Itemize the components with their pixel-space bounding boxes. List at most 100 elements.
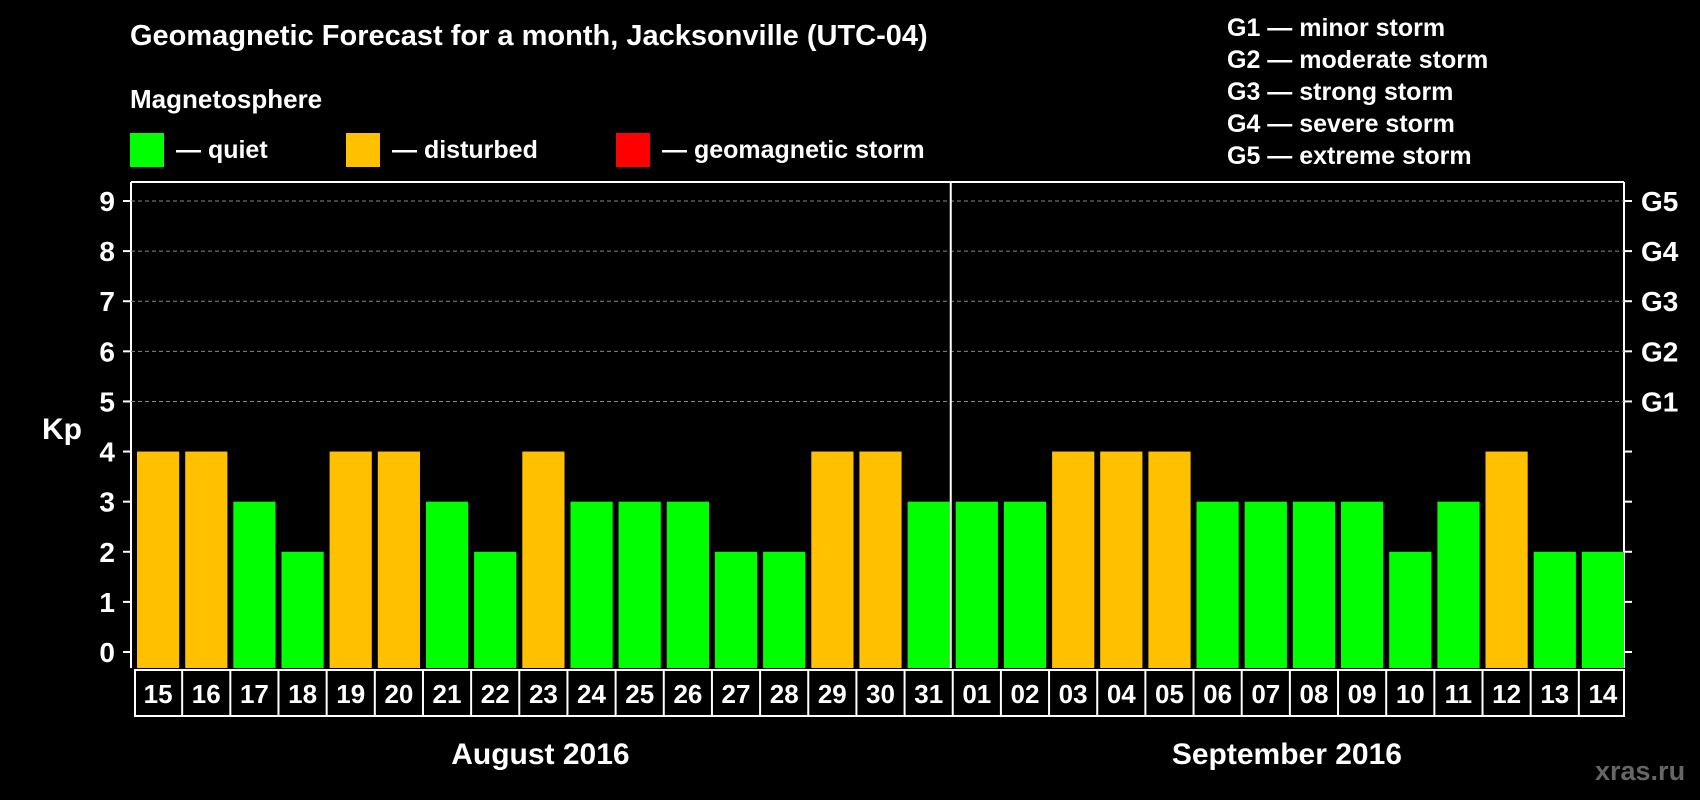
- date-label-26: 26: [673, 679, 702, 709]
- date-label-15: 15: [144, 679, 173, 709]
- kp-bar-02: [1003, 501, 1047, 668]
- y-tick-label: 8: [99, 236, 115, 267]
- legend-disturbed-label: — disturbed: [392, 135, 538, 164]
- date-label-16: 16: [192, 679, 221, 709]
- kp-bar-09: [1341, 501, 1384, 668]
- legend-quiet-label: — quiet: [176, 135, 268, 164]
- storm-scale-g3: G3 — strong storm: [1227, 78, 1454, 106]
- g-label-g1: G1: [1641, 386, 1678, 417]
- kp-bar-08: [1292, 501, 1336, 668]
- date-label-18: 18: [288, 679, 317, 709]
- date-label-12: 12: [1492, 679, 1521, 709]
- date-label-01: 01: [962, 679, 991, 709]
- date-label-07: 07: [1251, 679, 1280, 709]
- y-tick-label: 7: [99, 286, 115, 317]
- date-label-13: 13: [1540, 679, 1569, 709]
- storm-scale-legend: G1 — minor storm G2 — moderate storm G3 …: [1227, 12, 1488, 172]
- storm-scale-g4: G4 — severe storm: [1227, 110, 1455, 138]
- y-tick-label: 2: [99, 537, 115, 568]
- chart-title: Geomagnetic Forecast for a month, Jackso…: [130, 20, 928, 52]
- y-tick-label: 9: [99, 186, 115, 217]
- kp-bar-05: [1148, 451, 1191, 668]
- legend-storm-label: — geomagnetic storm: [662, 135, 925, 164]
- kp-bar-17: [233, 501, 276, 668]
- date-label-24: 24: [577, 679, 606, 709]
- date-label-14: 14: [1588, 679, 1617, 709]
- date-label-08: 08: [1300, 679, 1329, 709]
- kp-bar-12: [1485, 451, 1528, 668]
- kp-bar-31: [907, 501, 950, 668]
- kp-bar-29: [811, 451, 854, 668]
- kp-bar-03: [1052, 451, 1095, 668]
- kp-bar-11: [1437, 501, 1480, 668]
- kp-bar-24: [570, 501, 613, 668]
- g-label-g3: G3: [1641, 286, 1678, 317]
- date-label-17: 17: [240, 679, 269, 709]
- date-label-23: 23: [529, 679, 558, 709]
- kp-bar-23: [522, 451, 565, 668]
- date-label-27: 27: [722, 679, 751, 709]
- y-tick-label: 1: [99, 587, 115, 618]
- g-label-g5: G5: [1641, 186, 1678, 217]
- kp-bar-20: [377, 451, 420, 668]
- kp-bar-30: [859, 451, 902, 668]
- watermark: xras.ru: [1595, 756, 1686, 786]
- y-tick-label: 4: [99, 437, 115, 468]
- storm-scale-g1: G1 — minor storm: [1227, 14, 1446, 42]
- date-label-21: 21: [433, 679, 462, 709]
- g-label-g2: G2: [1641, 336, 1678, 367]
- date-label-22: 22: [481, 679, 510, 709]
- storm-scale-g2: G2 — moderate storm: [1227, 46, 1489, 74]
- date-label-04: 04: [1107, 679, 1136, 709]
- date-label-09: 09: [1348, 679, 1377, 709]
- kp-bar-15: [137, 451, 180, 668]
- kp-bar-14: [1581, 551, 1624, 668]
- y-axis-label: Kp: [42, 413, 82, 446]
- kp-bar-10: [1389, 551, 1432, 668]
- date-label-03: 03: [1059, 679, 1088, 709]
- kp-bar-19: [329, 451, 372, 668]
- kp-bar-27: [714, 551, 758, 668]
- kp-bar-21: [426, 501, 469, 668]
- legend-disturbed-swatch: [346, 133, 380, 167]
- magnetosphere-label: Magnetosphere: [130, 84, 323, 114]
- kp-bar-18: [281, 551, 324, 668]
- kp-bar-28: [763, 551, 806, 668]
- date-label-02: 02: [1011, 679, 1040, 709]
- y-tick-label: 5: [99, 386, 115, 417]
- legend-disturbed: — disturbed: [346, 133, 538, 167]
- legend-storm-swatch: [616, 133, 650, 167]
- kp-bar-04: [1100, 451, 1143, 668]
- date-label-30: 30: [866, 679, 895, 709]
- date-label-28: 28: [770, 679, 799, 709]
- kp-bar-07: [1244, 501, 1287, 668]
- date-label-05: 05: [1155, 679, 1184, 709]
- kp-bar-16: [185, 451, 228, 668]
- kp-bar-06: [1196, 501, 1239, 668]
- kp-bar-22: [474, 551, 517, 668]
- date-label-25: 25: [625, 679, 654, 709]
- date-label-10: 10: [1396, 679, 1425, 709]
- y-tick-label: 0: [99, 637, 115, 668]
- date-label-31: 31: [914, 679, 943, 709]
- y-tick-label: 3: [99, 487, 115, 518]
- date-axis-box: [134, 669, 1625, 717]
- kp-bar-01: [955, 501, 998, 668]
- date-label-19: 19: [336, 679, 365, 709]
- legend-quiet: — quiet: [130, 133, 268, 167]
- storm-scale-g5: G5 — extreme storm: [1227, 142, 1472, 170]
- legend-storm: — geomagnetic storm: [616, 133, 925, 167]
- kp-bar-26: [666, 501, 709, 668]
- legend-quiet-swatch: [130, 133, 164, 167]
- date-label-29: 29: [818, 679, 847, 709]
- date-label-20: 20: [384, 679, 413, 709]
- date-label-06: 06: [1203, 679, 1232, 709]
- g-label-g4: G4: [1641, 236, 1679, 267]
- kp-bar-13: [1533, 551, 1576, 668]
- month-label-1: September 2016: [1172, 738, 1402, 771]
- month-label-0: August 2016: [451, 738, 629, 771]
- date-label-11: 11: [1445, 679, 1473, 709]
- y-tick-label: 6: [99, 336, 115, 367]
- kp-bar-25: [618, 501, 661, 668]
